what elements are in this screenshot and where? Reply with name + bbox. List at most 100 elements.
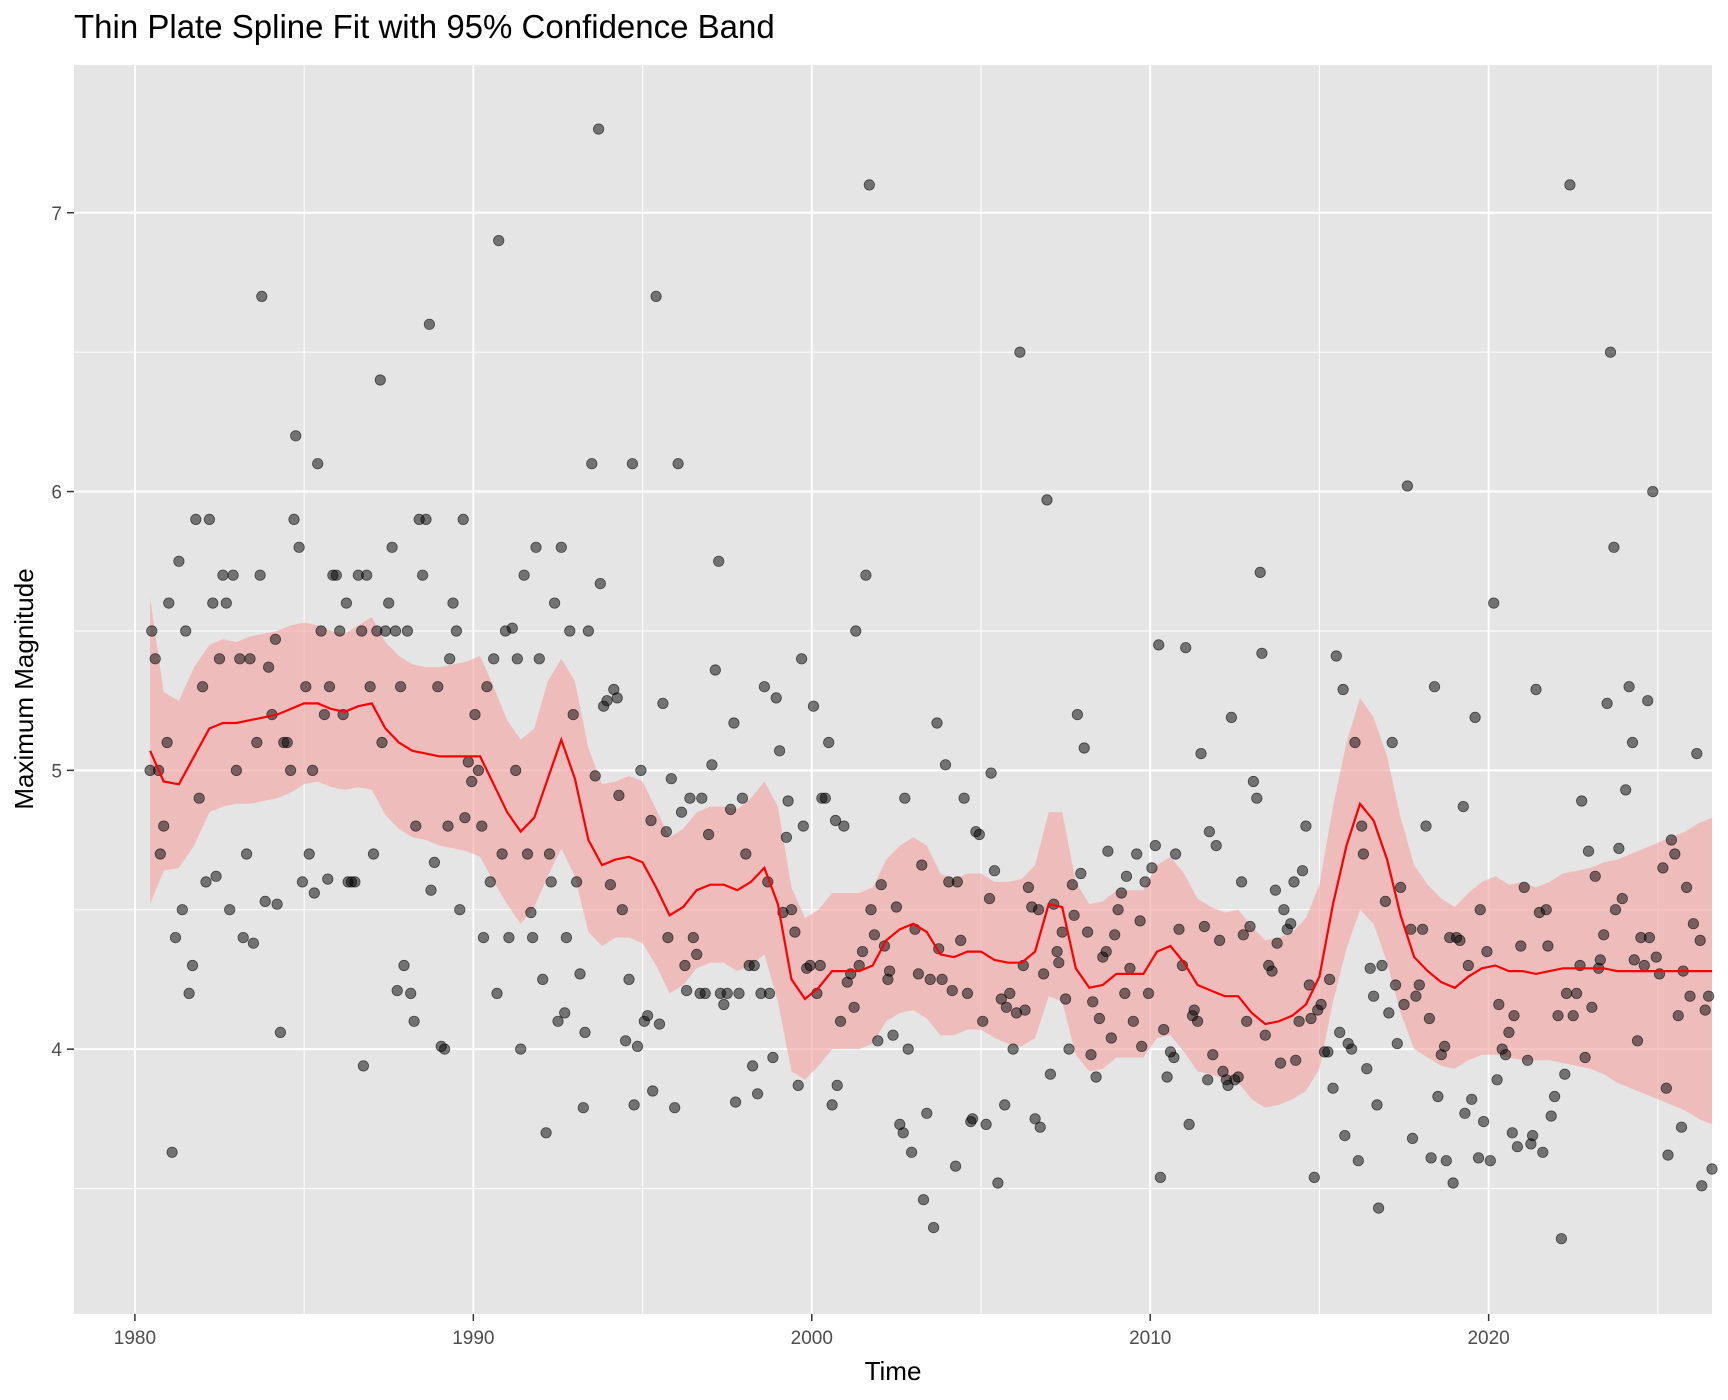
data-point xyxy=(356,625,368,637)
data-point xyxy=(1586,1001,1598,1013)
data-point xyxy=(423,318,435,330)
data-point xyxy=(1051,945,1063,958)
data-point xyxy=(985,767,997,779)
data-point xyxy=(166,1146,178,1158)
data-point xyxy=(751,1088,764,1100)
data-point xyxy=(1567,1010,1579,1022)
data-point xyxy=(1183,1118,1195,1131)
data-point xyxy=(1149,839,1161,852)
data-point xyxy=(1423,1012,1436,1025)
x-tick-label: 2000 xyxy=(791,1328,833,1349)
data-point xyxy=(1594,954,1606,966)
data-point xyxy=(983,892,996,905)
data-point xyxy=(176,904,188,916)
data-point xyxy=(1484,1155,1496,1167)
data-point xyxy=(1278,904,1290,916)
data-point xyxy=(1491,1074,1503,1086)
data-point xyxy=(459,812,471,824)
data-point xyxy=(1142,987,1155,1000)
data-point xyxy=(224,904,236,916)
data-point xyxy=(1687,918,1700,930)
data-point xyxy=(696,792,708,804)
data-point xyxy=(1703,990,1715,1002)
data-point xyxy=(1675,1121,1688,1133)
data-point xyxy=(980,1118,992,1131)
data-point xyxy=(946,984,958,997)
data-point xyxy=(647,1085,659,1097)
data-point xyxy=(1100,945,1112,958)
data-point xyxy=(1439,1040,1451,1053)
data-point xyxy=(589,770,601,782)
data-point xyxy=(1699,1004,1711,1016)
data-point xyxy=(1616,892,1628,905)
data-point xyxy=(733,987,745,1000)
data-point xyxy=(1469,711,1481,724)
data-point xyxy=(1527,1130,1539,1142)
data-point xyxy=(709,664,721,676)
data-point xyxy=(312,458,324,470)
y-tick-label: 6 xyxy=(51,483,62,504)
data-point xyxy=(1300,820,1312,832)
data-point xyxy=(472,764,484,777)
data-point xyxy=(251,736,263,749)
data-point xyxy=(657,697,669,710)
data-point xyxy=(1357,848,1370,860)
data-point xyxy=(804,959,816,972)
data-point xyxy=(1376,959,1388,972)
data-point xyxy=(425,884,437,896)
data-point xyxy=(428,856,440,869)
data-point xyxy=(1004,987,1016,1000)
data-point xyxy=(916,859,928,871)
data-point xyxy=(746,1060,759,1072)
data-point xyxy=(1503,1026,1515,1039)
data-point xyxy=(1364,962,1376,974)
data-point xyxy=(834,1015,847,1027)
data-point xyxy=(1127,1015,1139,1027)
data-point xyxy=(995,993,1007,1005)
data-point xyxy=(510,764,522,777)
data-point xyxy=(1386,736,1398,749)
data-point xyxy=(349,876,361,888)
data-point xyxy=(1398,998,1410,1011)
data-point xyxy=(1549,1090,1561,1103)
data-point xyxy=(702,828,715,841)
data-point xyxy=(1041,494,1053,506)
data-point xyxy=(1582,845,1595,857)
data-point xyxy=(1071,708,1084,721)
data-point xyxy=(887,1029,899,1041)
data-point xyxy=(1440,1155,1452,1167)
y-axis-title: Maximum Magnitude xyxy=(9,568,39,809)
data-point xyxy=(1537,1146,1549,1158)
data-point xyxy=(1195,747,1207,760)
data-point xyxy=(1134,915,1146,927)
data-point xyxy=(1066,879,1079,891)
data-point xyxy=(1626,736,1639,749)
data-point xyxy=(1540,904,1552,916)
data-point xyxy=(684,792,696,804)
data-point xyxy=(186,959,199,972)
data-point xyxy=(190,513,202,526)
data-point xyxy=(1038,968,1050,980)
data-point xyxy=(1481,945,1493,958)
data-point xyxy=(230,764,242,777)
data-point xyxy=(1256,647,1268,659)
data-point xyxy=(679,959,691,972)
data-point xyxy=(1019,1004,1031,1016)
data-point xyxy=(1161,1071,1173,1083)
data-point xyxy=(1432,1090,1444,1103)
data-point xyxy=(905,1146,918,1158)
data-point xyxy=(1650,951,1662,963)
data-point xyxy=(416,569,429,581)
x-tick-label: 2020 xyxy=(1467,1328,1509,1349)
data-point xyxy=(1308,1171,1320,1184)
data-point xyxy=(814,959,826,972)
data-point xyxy=(729,1096,742,1108)
data-point xyxy=(432,681,444,693)
data-point xyxy=(958,792,970,804)
data-point xyxy=(183,987,195,1000)
data-point xyxy=(592,123,605,135)
data-point xyxy=(713,555,725,567)
data-point xyxy=(1139,876,1151,888)
data-point xyxy=(560,931,573,944)
data-point xyxy=(1454,934,1466,947)
